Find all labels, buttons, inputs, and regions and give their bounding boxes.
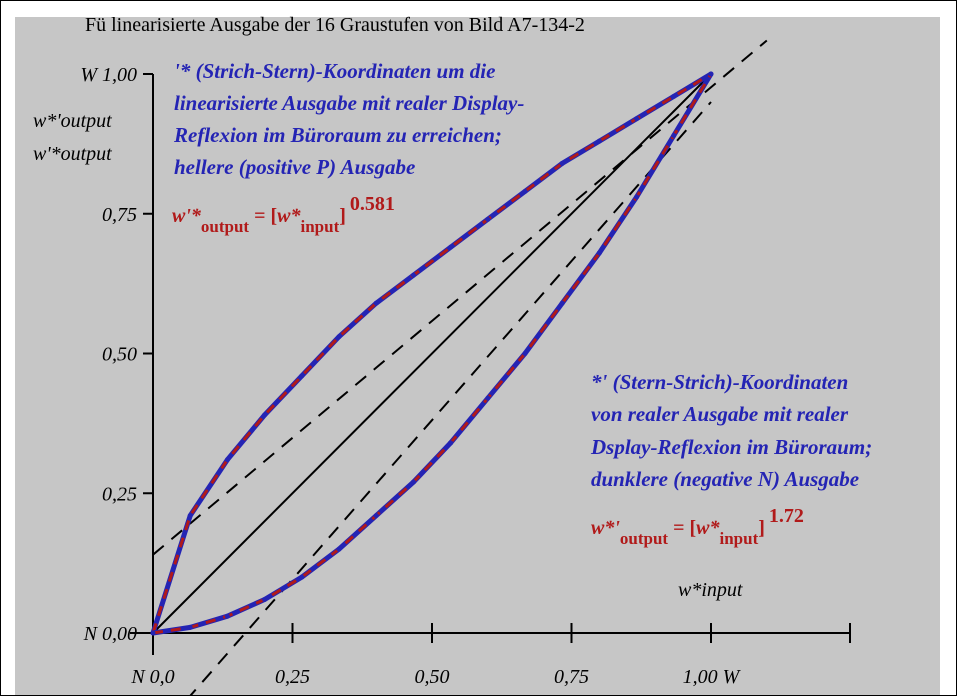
curve-point <box>336 334 342 340</box>
lower-note-line-2: von realer Ausgabe mit realer <box>591 402 849 426</box>
lower-note-line-1: *' (Stern-Strich)-Koordinaten <box>591 370 848 394</box>
curve-red-dashed-line <box>152 73 713 635</box>
upper-formula-lhs: w'* <box>172 205 202 227</box>
curve-point <box>262 596 268 602</box>
x-tick-labels: N 0,0 0,25 0,50 0,75 1,00 W <box>130 666 741 688</box>
curve-point <box>224 613 230 619</box>
x-tick-label: 0,25 <box>275 666 310 688</box>
y-tick-label: 0,75 <box>102 204 137 226</box>
axes <box>130 73 851 655</box>
lower-formula-close: ] <box>758 517 765 539</box>
upper-formula-eq: = [ <box>249 205 277 227</box>
upper-note-line-4: hellere (positive P) Ausgabe <box>174 155 415 179</box>
curve-point <box>299 373 305 379</box>
curve-point <box>671 93 677 99</box>
curve-point <box>596 250 602 256</box>
x-tick-label: N 0,0 <box>130 666 174 688</box>
x-tick-label: 0,75 <box>554 666 589 688</box>
upper-formula-rhs: w* <box>277 205 301 227</box>
curve-point <box>559 160 565 166</box>
y-tick-label: 0,25 <box>102 483 137 505</box>
curve-point <box>299 574 305 580</box>
lower-formula-rhs-sub: input <box>720 529 759 548</box>
lower-note-line-3: Dsplay-Reflexion im Büroraum; <box>590 435 872 459</box>
curve-point <box>485 216 491 222</box>
curve-point <box>634 116 640 122</box>
lower-formula-rhs: w* <box>696 517 720 539</box>
y-tick-labels: W 1,00 0,75 0,50 0,25 N 0,00 <box>80 64 137 645</box>
curve-point <box>596 138 602 144</box>
curve-point <box>671 132 677 138</box>
chart-title: Fü linearisierte Ausgabe der 16 Graustuf… <box>85 14 585 36</box>
curve-point <box>448 244 454 250</box>
curve-point <box>708 71 714 77</box>
upper-note-line-1: '* (Strich-Stern)-Koordinaten um die <box>174 59 495 83</box>
curve-point <box>448 440 454 446</box>
upper-formula-rhs-sub: input <box>301 217 340 236</box>
lower-formula-lhs: w*' <box>591 517 620 539</box>
lower-formula-exponent: 1.72 <box>769 505 804 527</box>
curve-point <box>262 412 268 418</box>
curve-red-dashed-line <box>151 72 712 634</box>
y-tick-label: 0,50 <box>102 344 137 366</box>
upper-formula-exponent: 0.581 <box>350 193 395 215</box>
curve-point <box>410 479 416 485</box>
x-tick-label: 1,00 W <box>683 666 742 688</box>
curve-point <box>150 630 156 636</box>
x-axis-label: w*input <box>678 579 743 601</box>
lower-formula-lhs-sub: output <box>620 529 669 548</box>
upper-note-line-3: Reflexion im Büroraum zu erreichen; <box>173 123 502 147</box>
curve-point <box>187 624 193 630</box>
curve-point <box>522 351 528 356</box>
y-axis-label: w*'output w'*output <box>33 110 112 165</box>
y-tick-label: N 0,00 <box>83 623 137 645</box>
upper-annotation: '* (Strich-Stern)-Koordinaten um die lin… <box>173 59 524 179</box>
lower-formula: w*'output = [w*input]1.72 <box>591 505 804 548</box>
upper-note-line-2: linearisierte Ausgabe mit realer Display… <box>174 91 524 115</box>
upper-formula-close: ] <box>339 205 346 227</box>
curve-point <box>410 272 416 278</box>
reference-dashed-line <box>152 39 768 556</box>
y-axis-label-line-2: w'*output <box>33 143 112 165</box>
x-tick-label: 0,50 <box>415 666 450 688</box>
reference-lines <box>152 39 768 696</box>
curve-point <box>224 457 230 463</box>
y-axis-label-line-1: w*'output <box>33 110 112 132</box>
identity-line <box>152 73 712 634</box>
curve-point <box>634 194 640 200</box>
curve-point <box>373 513 379 519</box>
curve-point <box>485 395 491 401</box>
upper-formula: w'*output = [w*input]0.581 <box>172 193 395 236</box>
lower-annotation: *' (Stern-Strich)-Koordinaten von realer… <box>590 370 872 491</box>
lower-formula-eq: = [ <box>668 517 696 539</box>
lower-note-line-4: dunklere (negative N) Ausgabe <box>591 467 859 491</box>
y-tick-label: W 1,00 <box>80 64 137 86</box>
reference-dashed-line <box>188 101 712 696</box>
upper-formula-lhs-sub: output <box>201 217 250 236</box>
curve-point <box>522 188 528 194</box>
curve-point <box>373 300 379 306</box>
curve-point <box>559 300 565 306</box>
curves <box>150 71 714 636</box>
curve-point <box>187 513 193 519</box>
curve-point <box>336 546 342 552</box>
